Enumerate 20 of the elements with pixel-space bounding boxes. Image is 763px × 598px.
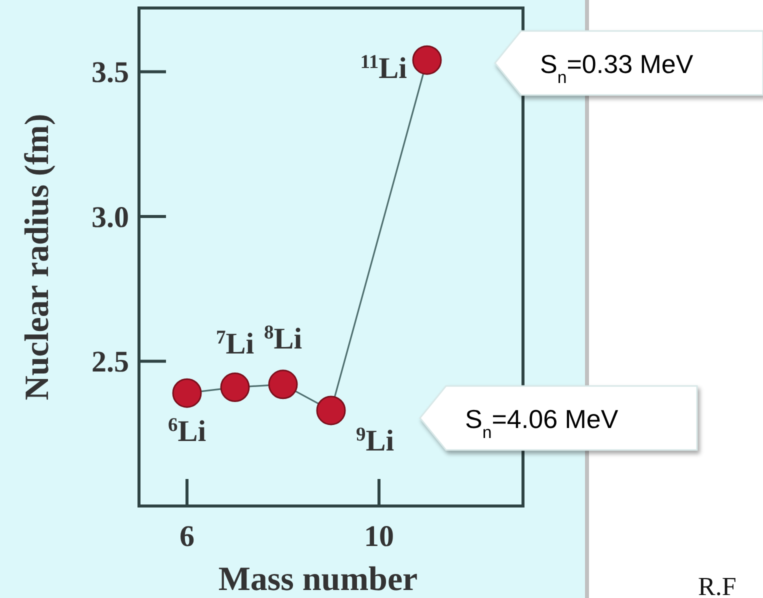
point <box>172 378 202 408</box>
point <box>268 370 298 400</box>
y-tick-label: 3.0 <box>92 200 129 234</box>
annotation: $^{8}$Li <box>264 322 302 356</box>
text: R.F <box>698 572 736 598</box>
point <box>412 45 442 75</box>
annotation: $^{11}$Li <box>360 52 407 86</box>
x-tick-label: 10 <box>364 520 394 553</box>
annotation: S$_{n}$=4.06 MeV <box>465 404 619 442</box>
y-axis-title: Nuclear radius (fm) <box>19 114 56 400</box>
x-axis-title: Mass number <box>218 561 418 598</box>
y-tick-label: 3.5 <box>92 56 129 90</box>
annotation: $^{7}$Li <box>216 326 254 360</box>
annotation: $^{6}$Li <box>168 414 206 448</box>
y-tick-label: 2.5 <box>92 346 129 379</box>
annotation: $^{9}$Li <box>356 424 394 458</box>
x-tick-label: 6 <box>180 520 194 553</box>
point <box>316 396 346 426</box>
text: S$_{n}$=0.33 MeV <box>540 49 694 86</box>
point <box>220 372 250 402</box>
